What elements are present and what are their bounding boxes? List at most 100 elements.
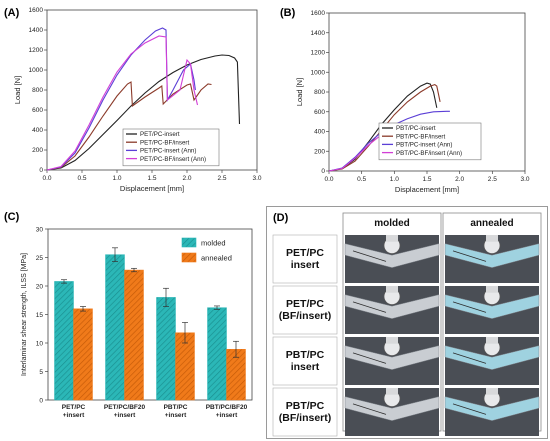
chart-c-category-label: PBT/PC (164, 404, 188, 411)
chart-b-legend-label: PBT/PC-insert (Ann) (396, 142, 452, 149)
photo-row-label-box (272, 285, 338, 335)
loading-nose-holder (486, 337, 498, 344)
specimen-bar (444, 243, 540, 268)
photo-row-label-box (272, 234, 338, 284)
photo-row-label: (BF/insert) (279, 412, 332, 424)
chart-c-category-label: PET/PC (62, 404, 86, 411)
chart-b-ylabel: Load [N] (295, 78, 304, 106)
chart-b-ytick-label: 1000 (311, 69, 326, 76)
chart-c-bar-molded (156, 297, 176, 401)
loading-nose-holder (486, 235, 498, 242)
chart-c-ytick-label: 0 (39, 397, 43, 404)
chart-b-ytick-label: 1400 (311, 30, 326, 37)
photo-grid: molded annealedPET/PCinsertPET/PC(BF/inse… (272, 212, 542, 437)
chart-b-legend (378, 122, 482, 161)
photo-row-label: PET/PC (286, 298, 324, 310)
chart-c-ytick-label: 10 (36, 340, 44, 347)
chart-a-series-line-1 (46, 54, 241, 171)
chart-b-ytick-label: 0 (321, 168, 325, 175)
chart-b: 0.0 0.5 1.0 1.5 2.0 2.5 3.0 0 200 400 600 800 1000 12… (295, 10, 530, 194)
chart-a-xtick-label: 1.5 (147, 175, 156, 182)
chart-b-ytick-label: 1600 (311, 10, 326, 17)
specimen-bar (344, 243, 440, 268)
chart-c-legend-label: molded (201, 239, 226, 248)
panel-c: (C) 0 5 10 15 20 25 30 Interlaminar shear stren… (0, 206, 264, 441)
chart-a-xtick-label: 2.5 (217, 175, 226, 182)
photo-row-label: insert (291, 361, 320, 373)
chart-b-ytick-label: 400 (314, 129, 325, 136)
chart-a-ytick-label: 200 (32, 147, 43, 154)
chart-c-category-label: +insert (165, 412, 187, 419)
chart-a-ytick-label: 800 (32, 87, 43, 94)
specimen-bar (344, 396, 440, 421)
photo-grid-svg: (D) molded annealedPET/PCinsertPET/PC(BF/… (272, 212, 542, 437)
panel-b: (B) 0.0 0.5 1.0 1.5 2.0 2.5 3.0 0 200 400 600 800 10… (276, 0, 550, 204)
delamination-crack (352, 403, 387, 415)
chart-a-ylabel: Load [N] (13, 76, 22, 104)
chart-a-legend-label: PET/PC-insert (Ann) (140, 148, 196, 155)
panel-c-label: (C) (4, 211, 20, 223)
panel-a-label: (A) (4, 7, 20, 19)
panel-a: (A) 0.0 0.5 1.0 1.5 2.0 2.5 3.0 0 200 400 600 800 10… (0, 0, 272, 204)
chart-c: 0 5 10 15 20 25 30 Interlaminar shear strength,… (21, 226, 253, 419)
chart-c-legend-swatch (181, 252, 197, 263)
chart-b-ytick-label: 1200 (311, 50, 326, 57)
chart-b-xtick-label: 1.5 (422, 176, 431, 183)
chart-a-series-line-4 (46, 35, 199, 171)
chart-b-series-line-2 (328, 83, 441, 172)
specimen-bar (444, 396, 540, 421)
photo-row-label: PBT/PC (286, 349, 325, 361)
loading-nose-holder (486, 388, 498, 395)
chart-a-series-line-2 (46, 81, 212, 171)
delamination-crack (452, 403, 487, 415)
loading-nose-holder (386, 388, 398, 395)
chart-a-ytick-label: 1000 (29, 67, 44, 74)
chart-a-legend-label: PET/PC-insert (140, 131, 180, 138)
chart-c-ytick-label: 30 (36, 226, 44, 233)
loading-nose-holder (486, 286, 498, 293)
loading-nose-holder (386, 337, 398, 344)
chart-c-ylabel: Interlaminar shear strength, ILSS [MPa] (21, 253, 28, 376)
chart-a-ytick-label: 600 (32, 107, 43, 114)
chart-c-category-label: PBT/PC/BF20 (206, 404, 248, 411)
panel-d-label: (D) (273, 212, 289, 224)
specimen-bar (344, 294, 440, 319)
chart-c-ytick-label: 20 (36, 283, 44, 290)
chart-c-bar-molded (105, 254, 125, 401)
delamination-crack (452, 250, 487, 262)
chart-a-xtick-label: 0.0 (42, 175, 51, 182)
chart-c-category-label: +insert (63, 412, 85, 419)
chart-a-ytick-label: 0 (39, 167, 43, 174)
specimen-bar (344, 345, 440, 370)
chart-a-ytick-label: 1400 (29, 27, 44, 34)
photo-row-label: PET/PC (286, 247, 324, 259)
photo-row-label-box (272, 336, 338, 386)
chart-a-xtick-label: 3.0 (252, 175, 261, 182)
photo-row-label: insert (291, 259, 320, 271)
photo-column-header: molded (374, 218, 410, 229)
chart-a-xtick-label: 0.5 (77, 175, 86, 182)
chart-a-xlabel: Displacement [mm] (120, 184, 184, 193)
specimen-bar (444, 345, 540, 370)
chart-b-xtick-label: 0.0 (324, 176, 333, 183)
specimen-bar (444, 294, 540, 319)
chart-c-bar-annealed (124, 269, 144, 401)
chart-b-ytick-label: 600 (314, 109, 325, 116)
chart-a-series-line-3 (46, 27, 196, 171)
delamination-crack (352, 301, 387, 313)
chart-c-legend-label: annealed (201, 254, 232, 263)
chart-c-category-label: +insert (216, 412, 238, 419)
delamination-crack (352, 250, 387, 262)
chart-c-legend-swatch (181, 237, 197, 248)
chart-a-legend (122, 128, 220, 167)
chart-c-ytick-label: 15 (36, 312, 44, 319)
chart-b-ytick-label: 200 (314, 148, 325, 155)
chart-b-xtick-label: 3.0 (520, 176, 529, 183)
photo-column-header: annealed (470, 218, 513, 229)
panel-b-label: (B) (280, 7, 296, 19)
photo-row-label-box (272, 387, 338, 437)
chart-b-xtick-label: 1.0 (390, 176, 399, 183)
chart-b-legend-label: PBT/PC-BF/insert (396, 133, 445, 140)
chart-a-ytick-label: 1600 (29, 7, 44, 14)
chart-c-svg: (C) 0 5 10 15 20 25 30 Interlaminar shear stren… (4, 211, 253, 419)
